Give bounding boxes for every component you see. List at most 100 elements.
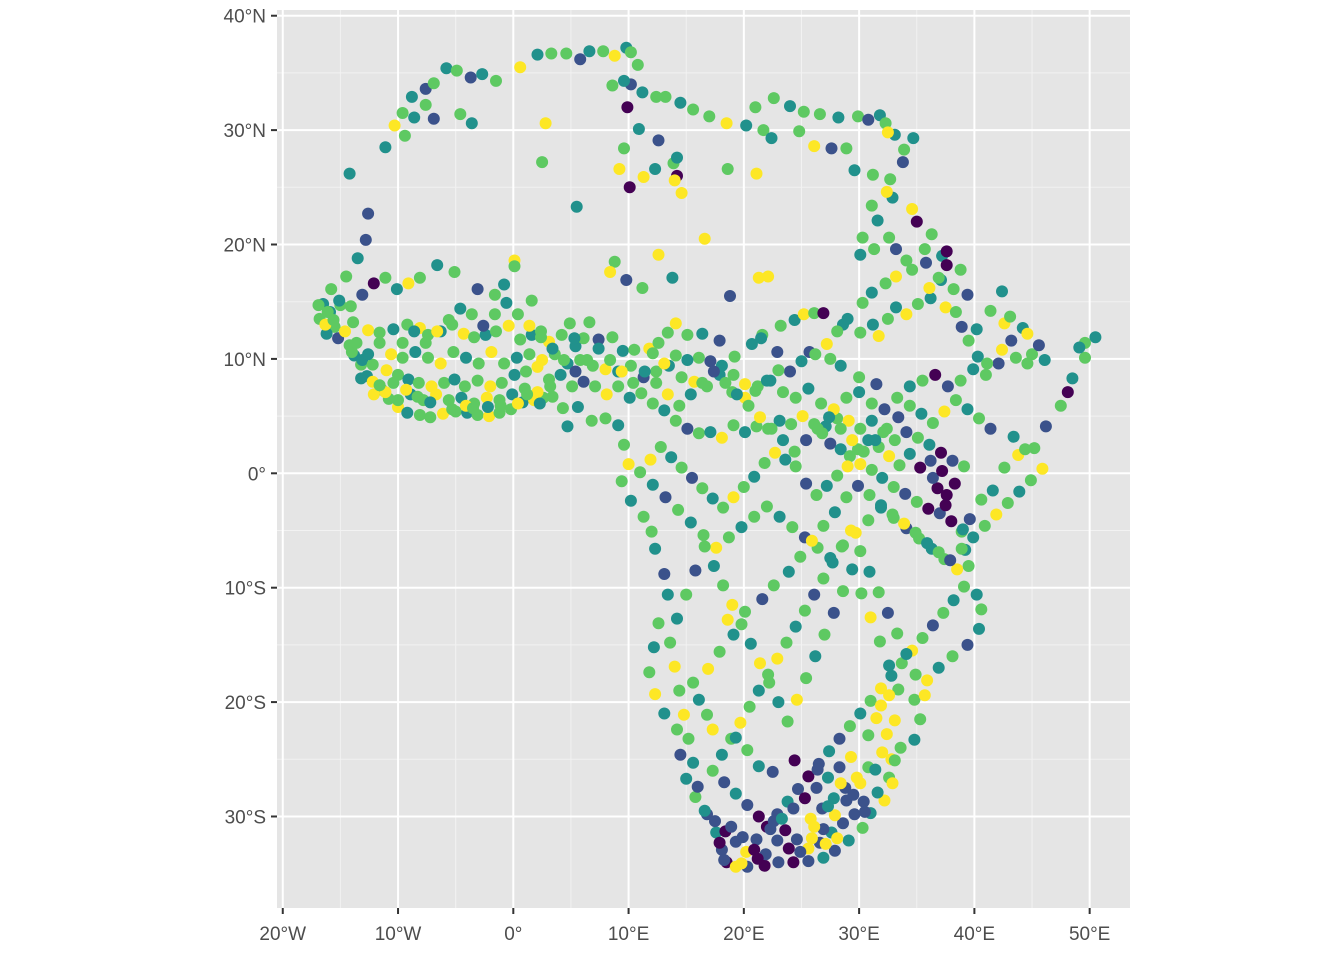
- data-point: [885, 669, 898, 682]
- data-point: [597, 45, 610, 58]
- data-point: [577, 332, 590, 345]
- data-point: [717, 579, 730, 592]
- data-point: [729, 731, 742, 744]
- data-point: [937, 606, 950, 619]
- data-point: [765, 422, 778, 435]
- data-point: [495, 376, 508, 389]
- data-point: [895, 657, 908, 670]
- data-point: [442, 394, 455, 407]
- data-point: [863, 565, 876, 578]
- data-point: [906, 203, 919, 215]
- data-point: [715, 748, 728, 761]
- data-point: [669, 317, 682, 330]
- data-point: [618, 142, 630, 155]
- data-point: [554, 368, 567, 381]
- data-point: [347, 316, 360, 329]
- data-point: [797, 308, 810, 321]
- data-point: [1005, 334, 1018, 347]
- data-point: [835, 540, 848, 553]
- data-point: [918, 243, 931, 256]
- data-point: [446, 403, 459, 416]
- data-point: [762, 668, 775, 681]
- data-point: [827, 606, 840, 619]
- data-point: [448, 373, 461, 386]
- data-point: [396, 351, 409, 364]
- data-point: [675, 187, 688, 199]
- data-point: [789, 460, 802, 473]
- data-point: [756, 593, 769, 606]
- data-point: [740, 119, 753, 132]
- data-point: [843, 720, 856, 733]
- data-point: [900, 308, 913, 321]
- data-point: [752, 271, 765, 284]
- data-point: [911, 298, 924, 310]
- data-point: [924, 454, 937, 467]
- data-point: [618, 438, 630, 451]
- data-point: [900, 648, 913, 660]
- data-point: [871, 214, 884, 227]
- data-point: [510, 351, 523, 364]
- data-point: [846, 563, 859, 576]
- data-point: [948, 477, 961, 490]
- data-point: [794, 550, 807, 563]
- x-tick-label: 50°E: [1069, 924, 1110, 945]
- data-point: [1066, 372, 1079, 385]
- data-point: [664, 636, 677, 649]
- data-point: [857, 795, 870, 808]
- data-point: [981, 357, 994, 370]
- data-point: [819, 837, 832, 850]
- data-point: [698, 540, 711, 553]
- data-point: [490, 325, 502, 338]
- data-point: [815, 397, 828, 410]
- data-point: [709, 815, 721, 828]
- data-point: [634, 466, 647, 479]
- data-point: [750, 167, 763, 180]
- data-point: [728, 350, 741, 363]
- data-point: [961, 288, 974, 301]
- data-point: [864, 611, 877, 624]
- data-point: [471, 283, 484, 296]
- data-point: [992, 357, 1005, 370]
- data-point: [502, 319, 515, 332]
- data-point: [687, 103, 700, 116]
- data-point: [696, 482, 709, 495]
- data-point: [798, 792, 811, 805]
- data-point: [789, 620, 802, 633]
- data-point: [785, 418, 798, 431]
- data-point: [809, 348, 822, 361]
- data-point: [852, 479, 864, 492]
- data-point: [533, 397, 546, 410]
- data-point: [1013, 485, 1026, 498]
- data-point: [531, 386, 544, 399]
- data-point: [506, 388, 519, 401]
- data-point: [691, 780, 704, 793]
- data-point: [758, 457, 771, 469]
- data-point: [1079, 351, 1091, 364]
- data-point: [710, 541, 723, 554]
- data-point: [396, 336, 409, 349]
- data-point: [805, 534, 818, 547]
- data-point: [387, 323, 400, 336]
- data-point: [701, 708, 713, 721]
- data-point: [739, 378, 751, 391]
- data-point: [359, 233, 372, 246]
- data-point: [437, 407, 449, 420]
- data-point: [996, 343, 1008, 356]
- data-point: [915, 407, 928, 420]
- data-point: [325, 283, 338, 296]
- data-point: [918, 689, 931, 702]
- data-point: [373, 379, 386, 392]
- data-point: [900, 426, 913, 439]
- data-point: [847, 788, 860, 801]
- data-point: [367, 388, 380, 401]
- data-point: [932, 546, 945, 559]
- data-point: [698, 804, 711, 817]
- data-point: [800, 672, 813, 685]
- data-point: [419, 336, 432, 349]
- data-point: [405, 90, 418, 103]
- data-point: [571, 401, 584, 413]
- data-point: [465, 117, 478, 130]
- data-point: [963, 513, 976, 526]
- data-point: [967, 363, 980, 376]
- data-point: [681, 328, 694, 341]
